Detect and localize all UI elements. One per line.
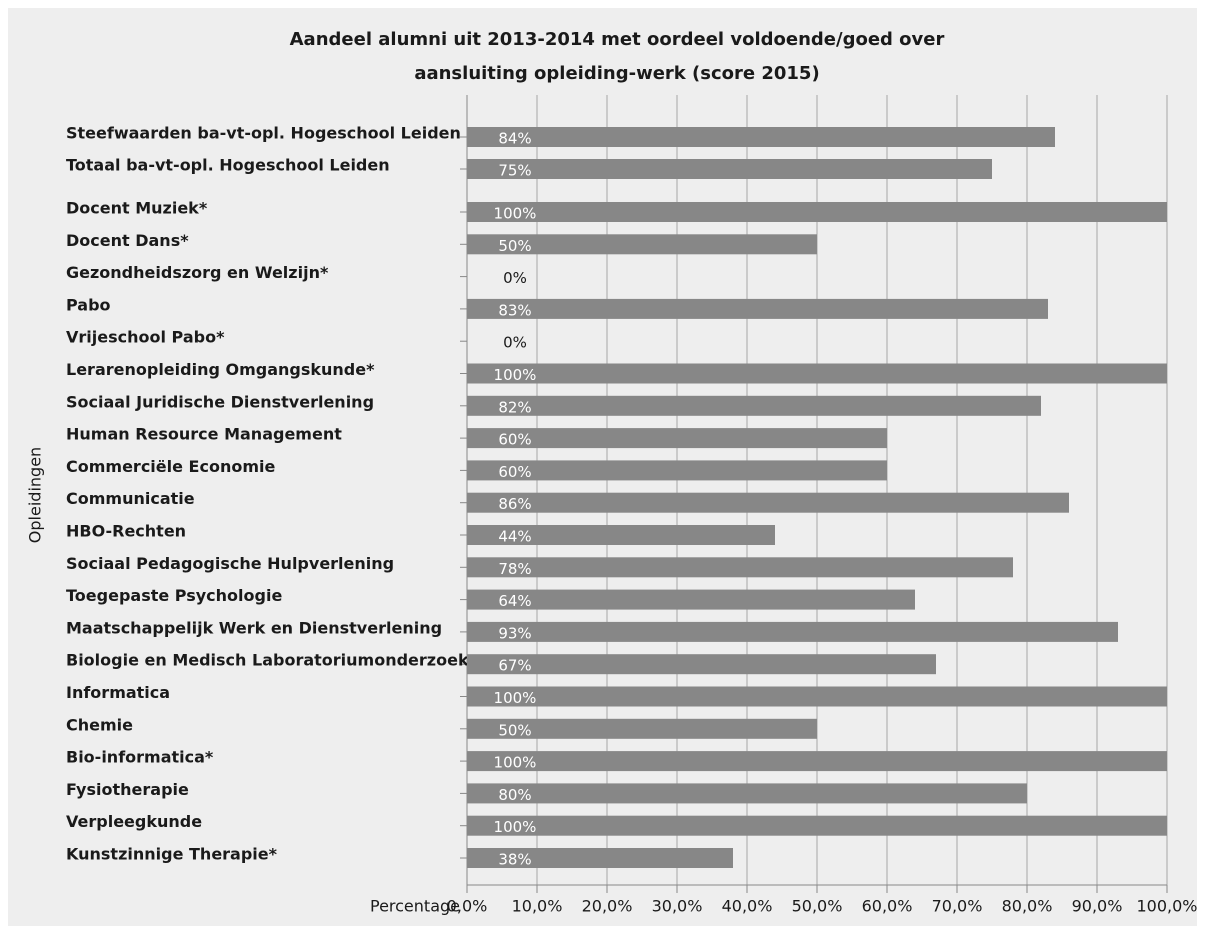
value-label: 100% <box>494 205 537 223</box>
value-label: 75% <box>498 162 531 180</box>
value-label: 100% <box>494 689 537 707</box>
value-label: 80% <box>498 786 531 804</box>
y-axis-label: Opleidingen <box>26 447 45 543</box>
value-label: 0% <box>503 269 527 287</box>
value-label: 82% <box>498 398 531 416</box>
value-label: 84% <box>498 130 531 148</box>
y-tick-label: Fysiotherapie <box>66 780 189 799</box>
bar <box>467 848 733 868</box>
bar <box>467 686 1167 707</box>
value-label: 64% <box>498 592 531 610</box>
bar <box>467 492 1069 513</box>
y-tick-label: Maatschappelijk Werk en Dienstverlening <box>66 618 442 637</box>
x-tick-label: 90,0% <box>1072 897 1123 916</box>
bar <box>467 428 887 449</box>
bar <box>467 460 887 481</box>
y-tick-label: Informatica <box>66 683 170 702</box>
value-label: 44% <box>498 528 531 546</box>
y-tick-label: Steefwaarden ba-vt-opl. Hogeschool Leide… <box>66 124 461 143</box>
y-tick-label: Docent Dans* <box>66 231 189 250</box>
bar <box>467 127 1055 147</box>
x-tick-label: 0,0% <box>447 897 488 916</box>
y-tick-label: Lerarenopleiding Omgangskunde* <box>66 360 375 379</box>
bar <box>467 654 936 675</box>
x-tick-label: 60,0% <box>862 897 913 916</box>
bar <box>467 621 1118 642</box>
value-label: 100% <box>494 754 537 772</box>
y-tick-label: HBO-Rechten <box>66 522 186 541</box>
bar <box>467 718 817 739</box>
bar <box>467 395 1041 416</box>
value-label: 67% <box>498 657 531 675</box>
y-tick-label: Human Resource Management <box>66 425 342 444</box>
bar <box>467 815 1167 836</box>
bar <box>467 159 992 179</box>
value-label: 86% <box>498 495 531 513</box>
x-tick-label: 100,0% <box>1136 897 1197 916</box>
value-label: 60% <box>498 431 531 449</box>
bar <box>467 783 1027 804</box>
y-tick-label: Toegepaste Psychologie <box>66 586 282 605</box>
x-tick-label: 10,0% <box>512 897 563 916</box>
value-label: 50% <box>498 237 531 255</box>
value-label: 60% <box>498 463 531 481</box>
value-label: 83% <box>498 301 531 319</box>
y-tick-label: Kunstzinnige Therapie* <box>66 845 278 864</box>
y-tick-label: Commerciële Economie <box>66 457 275 476</box>
bar <box>467 751 1167 772</box>
chart-title: aansluiting opleiding-werk (score 2015) <box>414 63 819 84</box>
y-tick-label: Vrijeschool Pabo* <box>66 328 225 347</box>
value-label: 50% <box>498 721 531 739</box>
x-tick-label: 20,0% <box>582 897 633 916</box>
x-tick-label: 50,0% <box>792 897 843 916</box>
y-tick-label: Docent Muziek* <box>66 199 208 218</box>
y-tick-label: Biologie en Medisch Laboratoriumonderzoe… <box>66 651 469 670</box>
value-label: 0% <box>503 334 527 352</box>
y-tick-label: Totaal ba-vt-opl. Hogeschool Leiden <box>66 156 390 175</box>
x-tick-label: 40,0% <box>722 897 773 916</box>
bar <box>467 525 775 545</box>
y-tick-label: Communicatie <box>66 489 195 508</box>
y-tick-label: Bio-informatica* <box>66 748 214 767</box>
bar <box>467 363 1167 384</box>
y-tick-label: Sociaal Juridische Dienstverlening <box>66 392 374 411</box>
value-label: 100% <box>494 366 537 384</box>
x-tick-label: 70,0% <box>932 897 983 916</box>
bar <box>467 298 1048 319</box>
x-tick-label: 80,0% <box>1002 897 1053 916</box>
bar <box>467 202 1167 222</box>
y-tick-label: Sociaal Pedagogische Hulpverlening <box>66 554 394 573</box>
chart-title: Aandeel alumni uit 2013-2014 met oordeel… <box>290 29 945 50</box>
x-axis-label: Percentage <box>370 897 460 916</box>
y-tick-label: Gezondheidszorg en Welzijn* <box>66 263 329 282</box>
y-tick-label: Chemie <box>66 715 133 734</box>
value-label: 93% <box>498 624 531 642</box>
x-tick-label: 30,0% <box>652 897 703 916</box>
bar <box>467 557 1013 578</box>
value-label: 38% <box>498 851 531 869</box>
value-label: 100% <box>494 818 537 836</box>
bar <box>467 234 817 255</box>
y-tick-label: Verpleegkunde <box>66 812 202 831</box>
value-label: 78% <box>498 560 531 578</box>
y-tick-label: Pabo <box>66 295 111 314</box>
bar <box>467 589 915 610</box>
